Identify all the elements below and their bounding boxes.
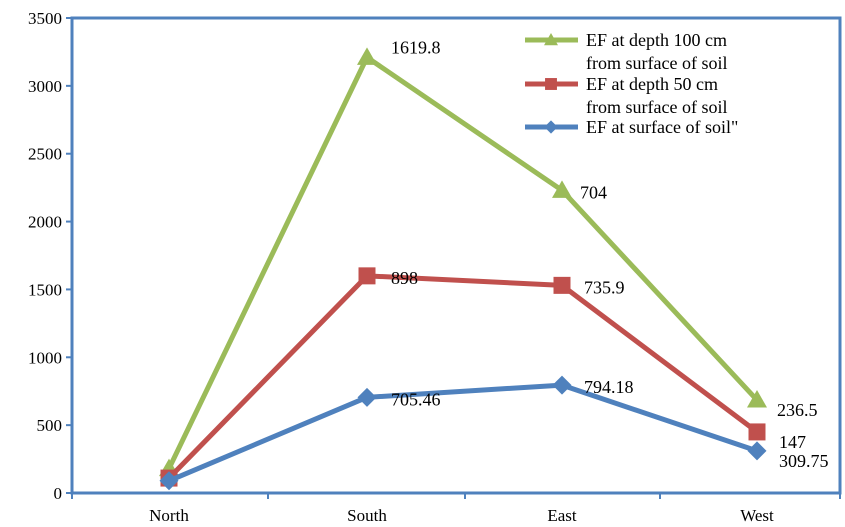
data-point-marker xyxy=(159,471,179,491)
data-point-marker xyxy=(357,387,377,407)
x-axis: North South East West xyxy=(71,493,841,525)
data-label: 309.75 xyxy=(779,451,829,471)
x-tick-label: East xyxy=(547,506,577,525)
plot-area xyxy=(70,16,842,495)
y-tick-label: 3000 xyxy=(28,77,62,96)
legend-swatch-marker xyxy=(545,78,557,90)
data-point-marker xyxy=(552,180,572,198)
y-tick-label: 1000 xyxy=(28,348,62,367)
data-label: 147 xyxy=(779,432,806,452)
y-tick-label: 1500 xyxy=(28,280,62,299)
legend-entry-text: EF at surface of soil" xyxy=(586,117,738,137)
data-label: 704 xyxy=(580,182,607,202)
y-tick-label: 0 xyxy=(54,484,63,503)
legend-entry-text: from surface of soil xyxy=(586,53,727,73)
plot-border xyxy=(70,16,842,495)
series-layer xyxy=(159,47,767,491)
legend-swatch-marker xyxy=(544,120,558,134)
data-label: 236.5 xyxy=(777,400,818,420)
data-point-marker xyxy=(553,276,571,294)
x-tick-label: South xyxy=(347,506,387,525)
data-label: 705.46 xyxy=(391,389,441,409)
data-point-marker xyxy=(748,423,766,441)
x-tick-label: North xyxy=(149,506,189,525)
y-tick-label: 2000 xyxy=(28,213,62,232)
data-label: 898 xyxy=(391,268,418,288)
legend-swatch-marker xyxy=(544,33,558,46)
data-point-marker xyxy=(552,375,572,395)
data-label: 1619.8 xyxy=(391,37,441,57)
series-line xyxy=(166,54,759,470)
legend-entry-text: EF at depth 100 cm xyxy=(586,30,727,50)
data-label: 735.9 xyxy=(584,277,625,297)
data-labels: 1619.8 704 236.5 898 735.9 147 705.46 794.18 309… xyxy=(391,37,829,471)
data-label: 794.18 xyxy=(584,377,634,397)
legend-entry-text: from surface of soil xyxy=(586,97,727,117)
legend-entry-text: EF at depth 50 cm xyxy=(586,74,718,94)
data-point-marker xyxy=(747,390,767,408)
data-point-marker xyxy=(357,47,377,65)
x-tick-label: West xyxy=(740,506,774,525)
y-tick-label: 2500 xyxy=(28,145,62,164)
series-line xyxy=(167,273,759,480)
y-axis: 0 500 1000 1500 2000 2500 3000 3500 xyxy=(28,9,72,503)
y-tick-label: 3500 xyxy=(28,9,62,28)
data-point-marker xyxy=(747,441,767,461)
y-tick-label: 500 xyxy=(37,416,63,435)
data-point-marker xyxy=(358,267,376,285)
series-line xyxy=(168,382,758,484)
